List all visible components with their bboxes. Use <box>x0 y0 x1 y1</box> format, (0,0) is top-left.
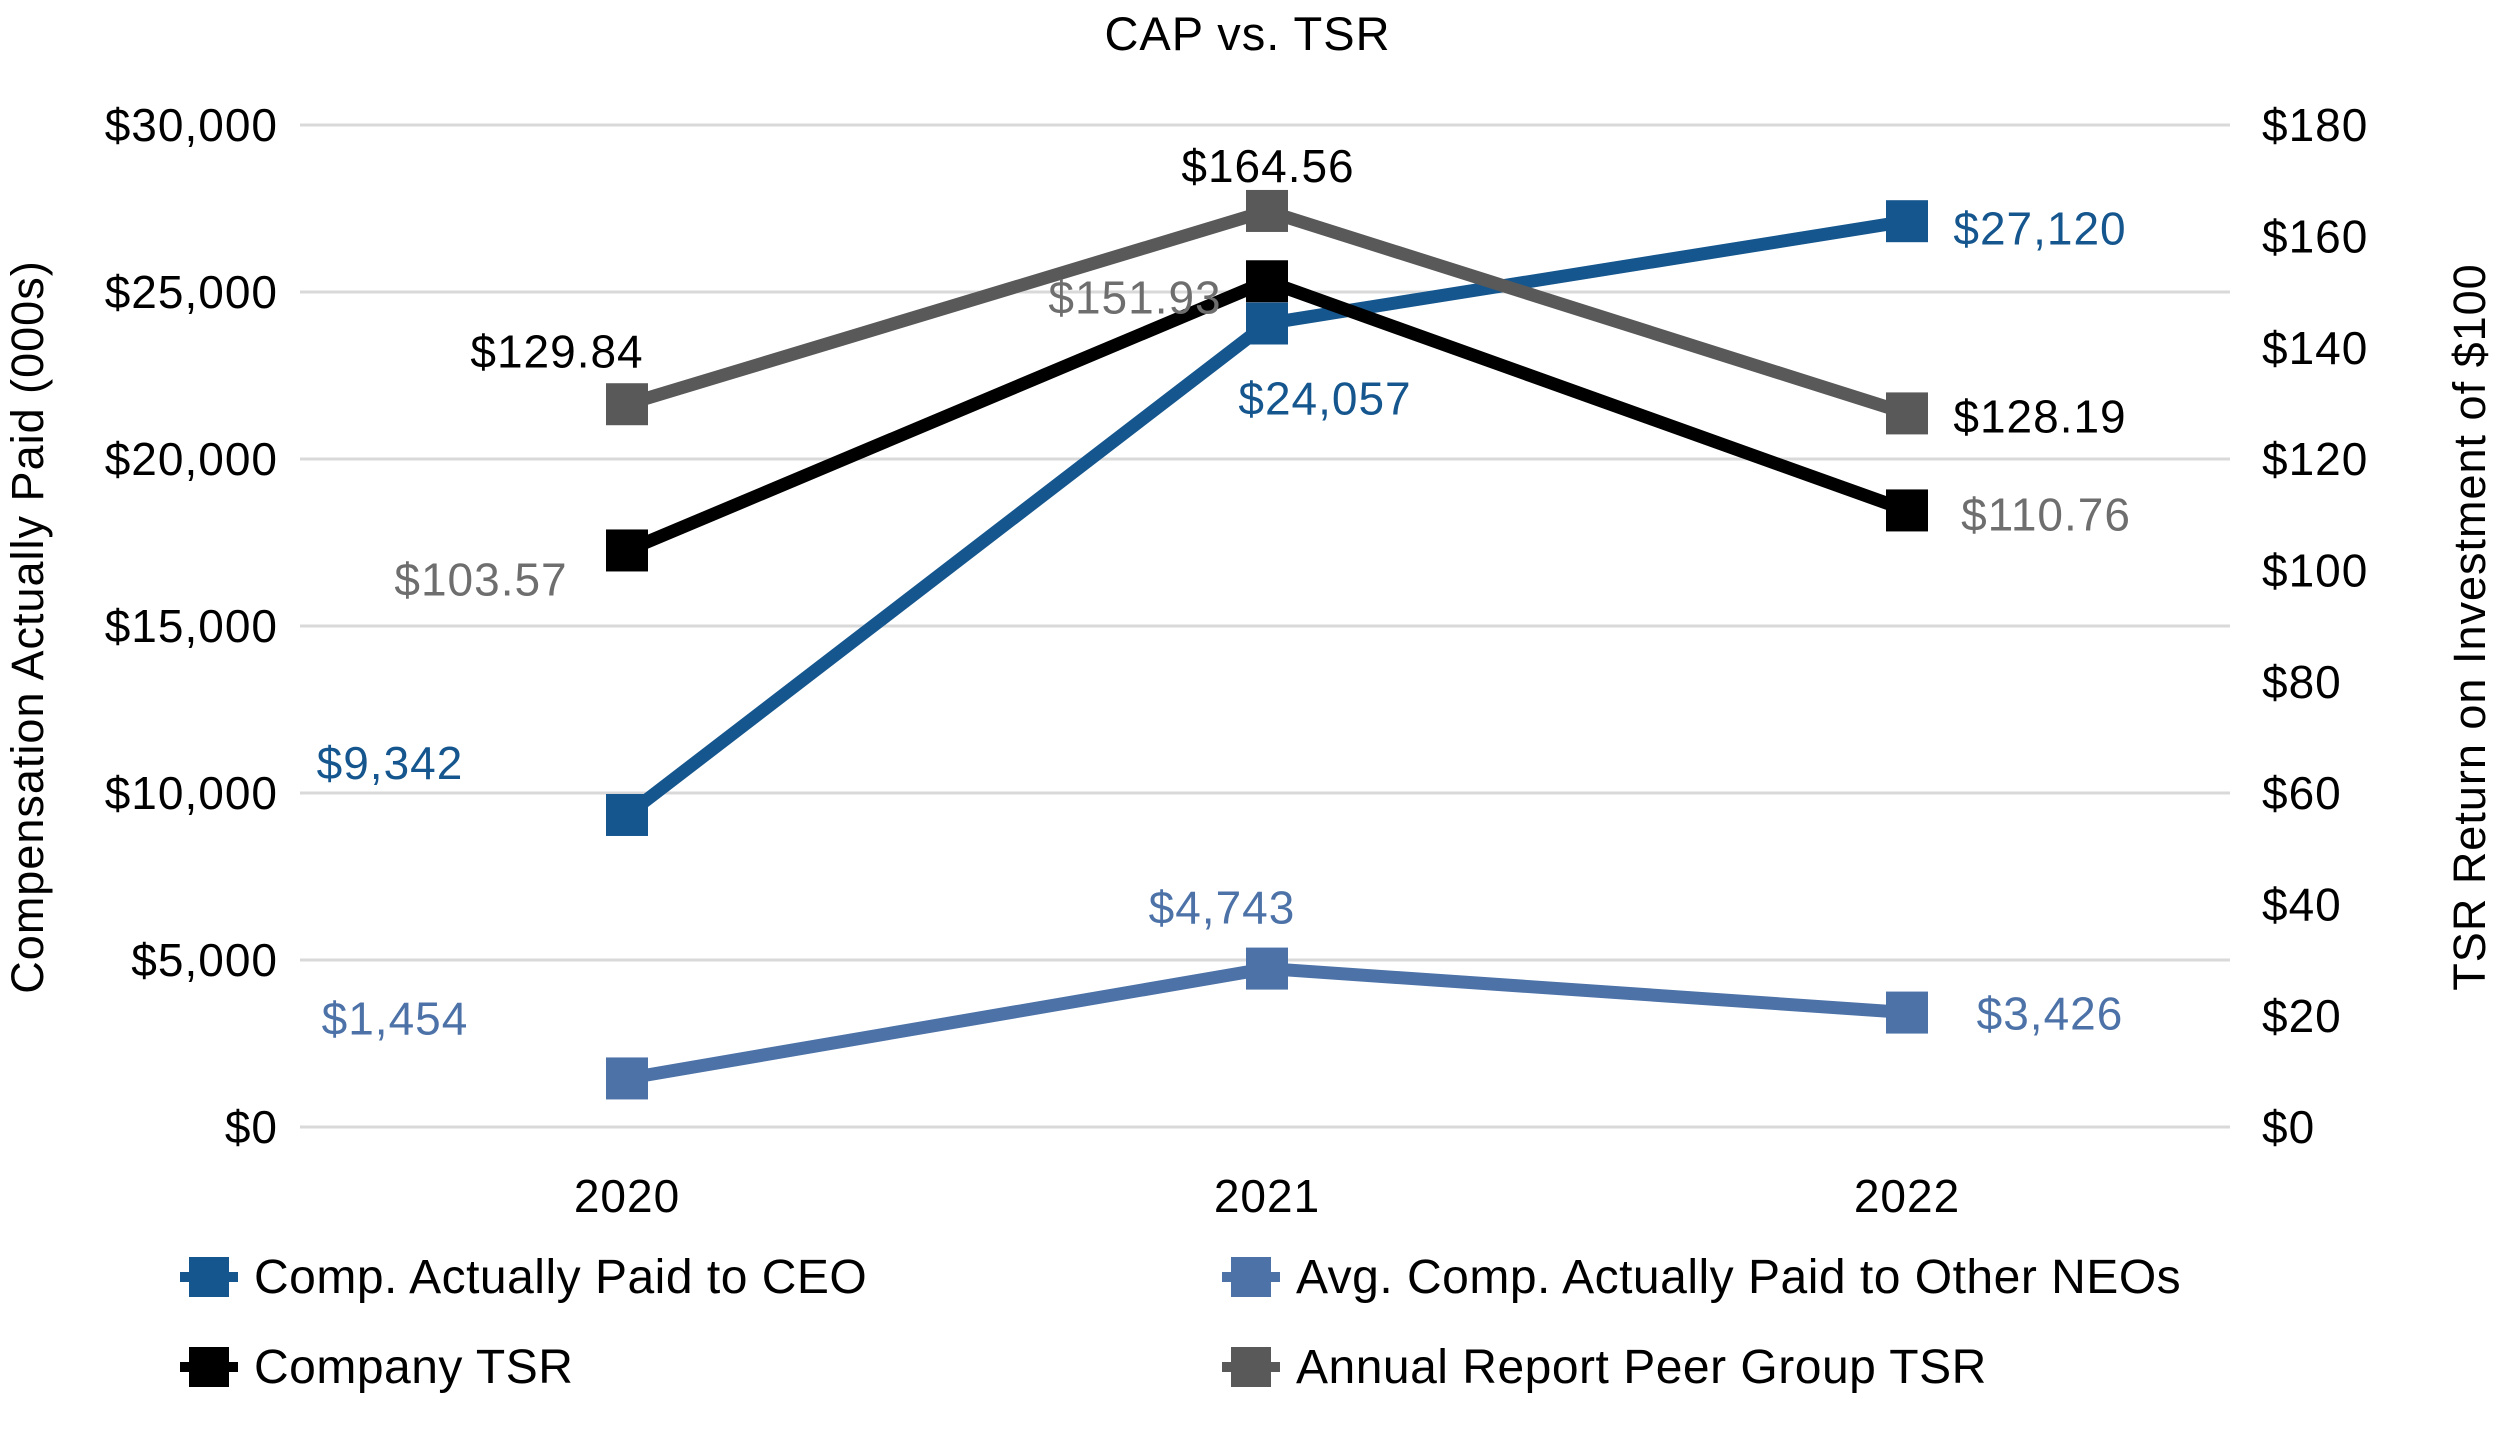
data-label-annual-report-peer-group-tsr: $164.56 <box>1181 140 1354 192</box>
series-marker-company-tsr <box>606 529 648 572</box>
left-axis-tick-label: $25,000 <box>105 266 278 318</box>
left-axis-tick-label: $15,000 <box>105 600 278 652</box>
legend-label: Company TSR <box>254 1340 574 1394</box>
right-axis-tick-label: $180 <box>2262 99 2368 151</box>
data-label-comp-actually-paid-to-ceo: $9,342 <box>317 737 464 789</box>
data-label-company-tsr: $110.76 <box>1961 489 2131 541</box>
legend-item-company-tsr: Company TSR <box>180 1340 574 1394</box>
legend-label: Annual Report Peer Group TSR <box>1296 1340 1987 1394</box>
data-label-avg-comp-actually-paid-to-other-neos: $1,454 <box>322 993 469 1045</box>
legend-marker-icon <box>1222 1347 1280 1387</box>
series-marker-comp-actually-paid-to-ceo <box>1246 302 1288 345</box>
right-axis-tick-label: $80 <box>2262 656 2342 708</box>
series-marker-annual-report-peer-group-tsr <box>1886 392 1928 435</box>
left-axis-tick-label: $0 <box>225 1101 278 1153</box>
x-axis-tick-label: 2022 <box>1854 1170 1960 1222</box>
legend-marker-icon <box>180 1257 238 1297</box>
right-axis-tick-label: $0 <box>2262 1101 2315 1153</box>
right-axis-tick-label: $100 <box>2262 544 2368 596</box>
data-label-avg-comp-actually-paid-to-other-neos: $4,743 <box>1149 882 1296 934</box>
left-axis-tick-label: $10,000 <box>105 767 278 819</box>
right-axis-tick-label: $160 <box>2262 210 2368 262</box>
right-axis-tick-label: $20 <box>2262 990 2342 1042</box>
series-marker-company-tsr <box>1246 260 1288 303</box>
series-marker-comp-actually-paid-to-ceo <box>1886 200 1928 243</box>
x-axis-tick-label: 2020 <box>574 1170 680 1222</box>
series-marker-avg-comp-actually-paid-to-other-neos <box>606 1057 648 1100</box>
chart-title: CAP vs. TSR <box>1104 7 1391 60</box>
legend-marker-icon <box>180 1347 238 1387</box>
series-marker-annual-report-peer-group-tsr <box>1246 189 1288 232</box>
data-label-comp-actually-paid-to-ceo: $24,057 <box>1238 373 1411 425</box>
legend-marker-icon <box>1222 1257 1280 1297</box>
left-axis-tick-label: $20,000 <box>105 433 278 485</box>
legend-item-avg-comp-actually-paid-to-other-neos: Avg. Comp. Actually Paid to Other NEOs <box>1222 1250 2182 1304</box>
right-axis-tick-label: $140 <box>2262 322 2368 374</box>
right-axis-tick-label: $60 <box>2262 767 2342 819</box>
data-label-annual-report-peer-group-tsr: $129.84 <box>470 325 643 377</box>
left-axis-tick-label: $5,000 <box>131 934 278 986</box>
legend-item-comp-actually-paid-to-ceo: Comp. Actually Paid to CEO <box>180 1250 868 1304</box>
right-axis-tick-label: $40 <box>2262 878 2342 930</box>
left-axis-tick-label: $30,000 <box>105 99 278 151</box>
data-label-avg-comp-actually-paid-to-other-neos: $3,426 <box>1977 988 2124 1040</box>
legend-label: Comp. Actually Paid to CEO <box>254 1250 868 1304</box>
data-label-company-tsr: $151.93 <box>1048 271 1221 323</box>
series-marker-avg-comp-actually-paid-to-other-neos <box>1246 947 1288 990</box>
right-axis-tick-label: $120 <box>2262 433 2368 485</box>
data-label-comp-actually-paid-to-ceo: $27,120 <box>1953 202 2126 254</box>
x-axis-tick-label: 2021 <box>1214 1170 1320 1222</box>
legend-label: Avg. Comp. Actually Paid to Other NEOs <box>1296 1250 2182 1304</box>
series-marker-comp-actually-paid-to-ceo <box>606 793 648 836</box>
data-label-company-tsr: $103.57 <box>394 554 567 606</box>
series-marker-company-tsr <box>1886 489 1928 532</box>
legend-item-annual-report-peer-group-tsr: Annual Report Peer Group TSR <box>1222 1340 1987 1394</box>
series-marker-avg-comp-actually-paid-to-other-neos <box>1886 991 1928 1034</box>
data-label-annual-report-peer-group-tsr: $128.19 <box>1953 391 2126 443</box>
series-marker-annual-report-peer-group-tsr <box>606 383 648 426</box>
